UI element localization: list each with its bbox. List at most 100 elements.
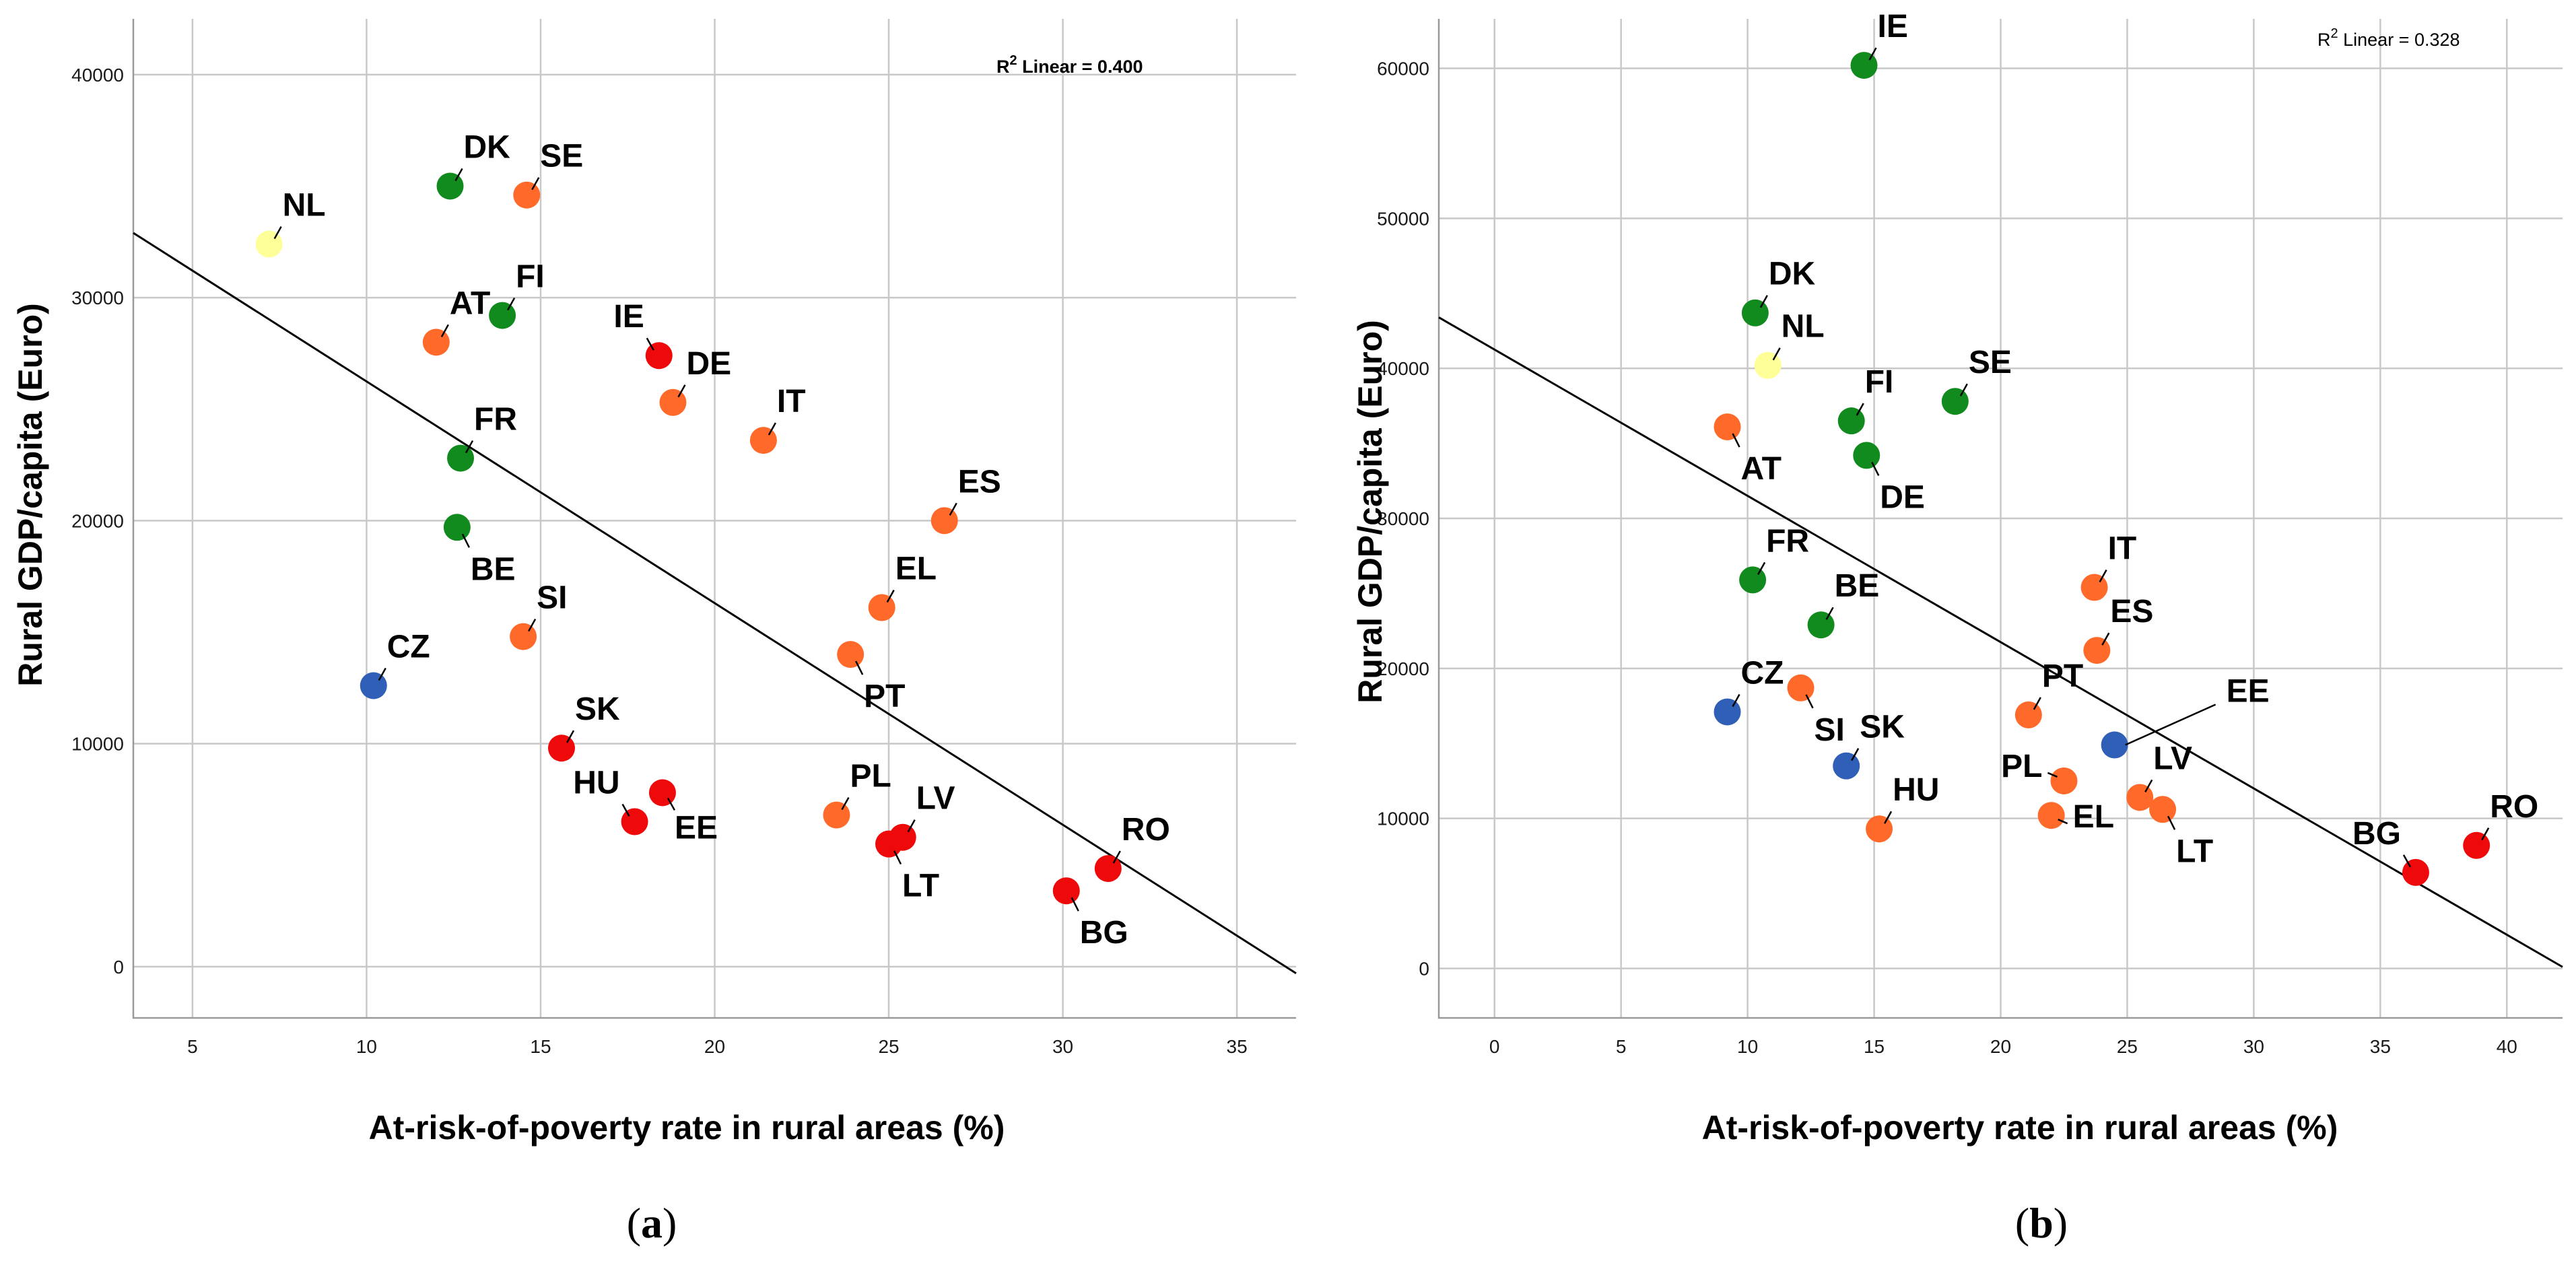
- panel-caption-b: (b): [2014, 1199, 2068, 1247]
- label-leader: [768, 422, 776, 436]
- point-label-fi: FI: [1865, 364, 1894, 400]
- y-tick-label: 0: [113, 957, 124, 978]
- data-point-dk: [436, 172, 464, 200]
- label-leader: [465, 440, 474, 454]
- point-label-de: DE: [1880, 479, 1925, 515]
- data-point-fi: [489, 302, 516, 329]
- point-label-fi: FI: [516, 259, 545, 295]
- label-leader: [1112, 850, 1121, 864]
- data-point-fr: [447, 444, 475, 472]
- data-point-it: [2080, 574, 2108, 601]
- point-label-lv: LV: [916, 781, 955, 817]
- data-point-cz: [1714, 698, 1741, 726]
- label-leader: [273, 226, 282, 240]
- y-tick-label: 30000: [71, 287, 124, 308]
- y-tick-label: 60000: [1377, 59, 1429, 79]
- data-point-be: [1807, 611, 1835, 639]
- label-leader: [667, 797, 676, 811]
- label-leader: [461, 533, 470, 548]
- label-leader: [855, 660, 864, 675]
- data-point-it: [749, 427, 777, 454]
- data-point-ro: [2463, 831, 2490, 859]
- data-point-si: [1787, 674, 1815, 702]
- label-leader: [2144, 779, 2153, 793]
- point-label-pt: PT: [2042, 658, 2083, 694]
- point-label-de: DE: [686, 346, 731, 382]
- data-point-fr: [1739, 566, 1767, 594]
- point-label-fr: FR: [474, 402, 517, 438]
- y-tick-label: 10000: [71, 734, 124, 755]
- label-leader: [1732, 433, 1740, 448]
- data-point-fi: [1837, 407, 1865, 435]
- point-label-at: AT: [1741, 451, 1782, 487]
- label-leader: [1856, 403, 1864, 416]
- label-leader: [1825, 607, 1834, 620]
- y-tick-label: 30000: [1377, 508, 1429, 529]
- label-leader: [893, 850, 902, 865]
- data-point-ee: [648, 779, 676, 807]
- x-tick-label: 30: [2243, 1036, 2264, 1057]
- data-point-se: [513, 181, 541, 209]
- panel-caption-a: (a): [626, 1199, 677, 1247]
- point-label-bg: BG: [1080, 915, 1128, 951]
- data-point-ie: [1850, 52, 1878, 79]
- data-point-hu: [1866, 815, 1893, 843]
- point-label-hu: HU: [1893, 772, 1939, 808]
- data-point-bg: [1052, 877, 1080, 905]
- point-label-el: EL: [895, 551, 937, 587]
- point-label-ee: EE: [2227, 673, 2270, 709]
- y-tick-label: 40000: [1377, 358, 1429, 379]
- label-leader: [2058, 819, 2068, 825]
- point-label-fr: FR: [1766, 523, 1809, 559]
- label-leader: [1757, 561, 1766, 575]
- label-leader: [2099, 569, 2107, 583]
- label-leader: [566, 730, 575, 743]
- x-tick-label: 15: [530, 1036, 551, 1057]
- data-point-be: [443, 514, 471, 541]
- point-label-lt: LT: [2176, 833, 2213, 869]
- data-point-ro: [1094, 855, 1122, 883]
- point-label-pt: PT: [864, 679, 905, 714]
- point-label-cz: CZ: [387, 629, 430, 664]
- x-tick-label: 25: [2117, 1036, 2138, 1057]
- y-axis-title: Rural GDP/capita (Euro): [1351, 320, 1389, 704]
- label-leader: [2033, 697, 2041, 710]
- point-label-sk: SK: [1860, 710, 1905, 745]
- x-tick-label: 35: [2370, 1036, 2391, 1057]
- label-leader: [886, 589, 895, 603]
- r2-annotation: R2 Linear = 0.328: [2317, 26, 2460, 50]
- x-axis-title: At-risk-of-poverty rate in rural areas (…: [1702, 1109, 2338, 1147]
- data-point-pt: [837, 641, 865, 669]
- label-leader: [1871, 461, 1880, 476]
- label-leader: [2402, 854, 2412, 868]
- axes-frame: [132, 19, 1296, 1019]
- data-point-es: [2083, 637, 2111, 664]
- data-point-sk: [547, 734, 575, 762]
- data-point-cz: [360, 672, 387, 699]
- x-tick-label: 35: [1227, 1036, 1248, 1057]
- point-label-se: SE: [1969, 345, 2012, 380]
- y-tick-label: 0: [1419, 958, 1429, 979]
- data-point-se: [1941, 388, 1969, 415]
- y-tick-label: 50000: [1377, 208, 1429, 229]
- data-point-nl: [1754, 351, 1782, 379]
- point-label-pl: PL: [2001, 749, 2042, 784]
- label-leader: [506, 297, 516, 311]
- data-point-lv: [2126, 784, 2154, 811]
- point-label-ie: IE: [613, 299, 644, 335]
- label-leader: [440, 324, 449, 337]
- y-tick-label: 40000: [71, 65, 124, 86]
- linear-fit-line: [1438, 316, 2563, 968]
- data-point-bg: [2402, 858, 2429, 886]
- data-point-si: [510, 623, 537, 650]
- point-label-el: EL: [2073, 799, 2114, 835]
- data-point-at: [1714, 413, 1741, 441]
- data-point-el: [868, 594, 895, 621]
- point-label-ie: IE: [1878, 9, 1908, 44]
- label-leader: [1732, 693, 1740, 708]
- x-axis-title: At-risk-of-poverty rate in rural areas (…: [369, 1109, 1005, 1147]
- data-point-es: [930, 507, 958, 535]
- label-leader: [1759, 295, 1768, 308]
- point-label-se: SE: [540, 139, 583, 174]
- label-leader: [1071, 897, 1079, 912]
